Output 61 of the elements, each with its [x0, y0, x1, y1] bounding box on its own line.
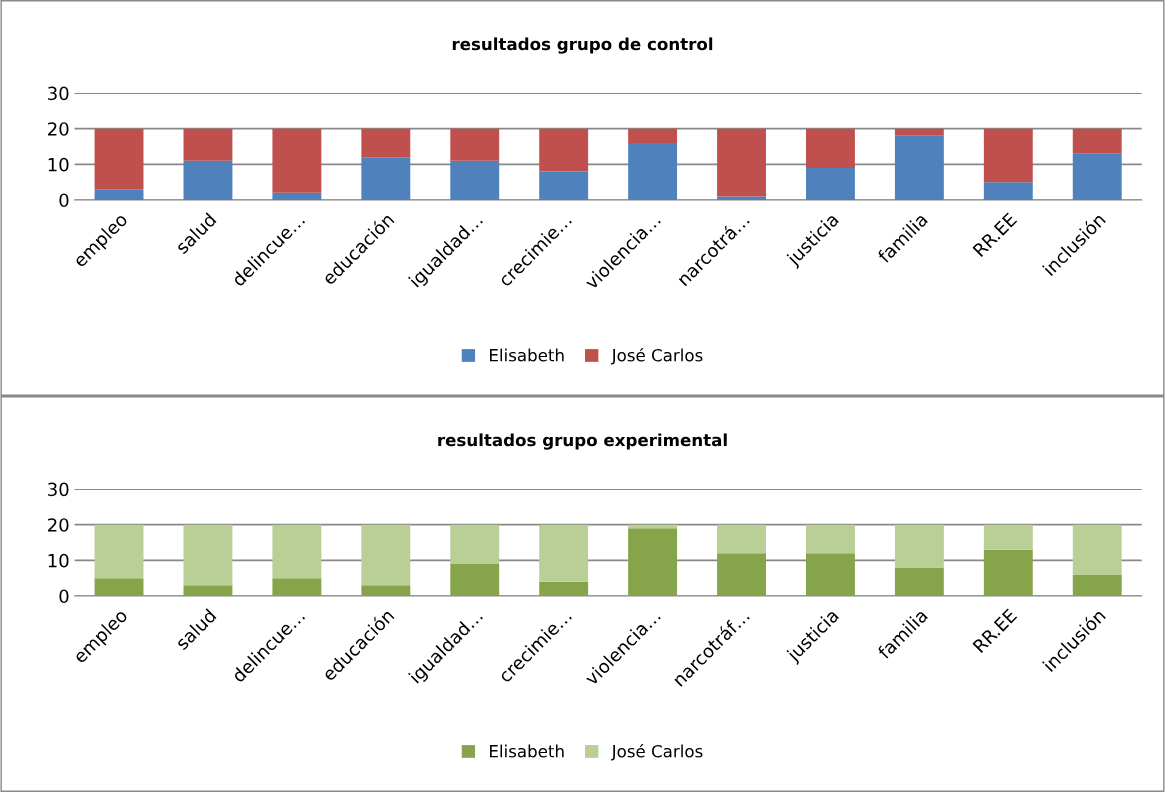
legend-label: Elisabeth: [490, 348, 564, 362]
bar: [450, 563, 500, 596]
bar: [272, 192, 322, 200]
bar: [361, 524, 411, 586]
bar: [717, 553, 766, 596]
bar: [806, 553, 855, 596]
bar: [1072, 574, 1122, 596]
bar: [183, 524, 233, 586]
bar: [539, 524, 589, 582]
bar: [1072, 128, 1122, 154]
y-tick-label: 30: [48, 86, 69, 101]
bar: [272, 524, 322, 579]
legend-label: Elisabeth: [490, 744, 564, 758]
bar: [272, 578, 322, 596]
bar: [894, 567, 944, 596]
y-tick-label: 20: [48, 518, 69, 532]
bar: [450, 128, 500, 161]
bar: [539, 581, 589, 596]
y-tick-label: 10: [48, 553, 69, 568]
bar: [361, 128, 411, 158]
bar: [361, 585, 411, 596]
bar: [894, 524, 944, 568]
bar: [1072, 524, 1122, 575]
bar: [894, 128, 944, 136]
bar: [94, 189, 144, 200]
bar: [539, 128, 589, 172]
y-tick-label: 0: [59, 193, 69, 208]
bar: [183, 128, 233, 161]
bar: [183, 160, 233, 200]
bar: [983, 182, 1033, 200]
bar: [361, 157, 411, 200]
y-tick-label: 20: [48, 122, 69, 136]
bar: [628, 528, 678, 596]
bar: [717, 128, 766, 197]
bar: [628, 142, 678, 200]
bar: [94, 524, 144, 579]
bar: [717, 524, 766, 554]
bar: [806, 128, 855, 168]
y-tick-label: 30: [48, 482, 69, 497]
bar: [272, 128, 322, 193]
bar: [94, 128, 144, 190]
bar: [894, 135, 944, 200]
chart-title: resultados grupo experimental: [438, 433, 727, 450]
bar: [806, 524, 855, 554]
bar: [183, 585, 233, 596]
bar: [983, 524, 1033, 550]
legend-label: José Carlos: [610, 743, 703, 761]
y-tick-label: 10: [48, 157, 69, 172]
bar: [94, 578, 144, 596]
bar: [450, 524, 500, 564]
bar: [983, 128, 1033, 183]
bar: [539, 171, 589, 200]
bar: [983, 549, 1033, 596]
bar: [628, 128, 678, 143]
legend-label: José Carlos: [610, 347, 703, 365]
bar: [717, 196, 766, 200]
bar: [806, 167, 855, 200]
y-tick-label: 0: [59, 589, 69, 604]
bar: [1072, 153, 1122, 200]
chart-title: resultados grupo de control: [452, 37, 713, 54]
bar: [450, 160, 500, 200]
